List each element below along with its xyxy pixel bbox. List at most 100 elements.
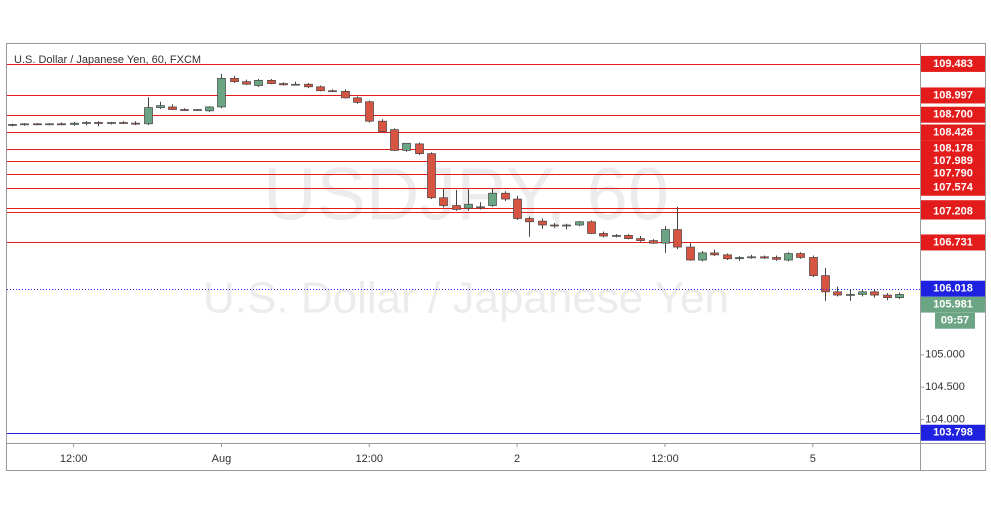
candle-body (760, 256, 769, 259)
candle-body (587, 221, 596, 234)
candle-body (821, 275, 830, 293)
candle-body (673, 229, 682, 248)
candle-body (772, 257, 781, 260)
level-label: 108.700 (933, 109, 973, 121)
level-label: 109.483 (933, 58, 973, 70)
candle-body (833, 291, 842, 296)
level-label: 108.426 (933, 126, 973, 138)
candle-body (390, 129, 399, 151)
candle-body (661, 229, 670, 244)
level-label: 107.574 (933, 182, 974, 194)
candle-body (353, 97, 362, 103)
y-tick-label: 104.500 (925, 381, 965, 393)
candle-body (94, 122, 103, 124)
level-label-box (921, 55, 985, 72)
candle-body (180, 109, 189, 111)
level-label-box (921, 179, 985, 196)
y-tick-label: 104.000 (925, 414, 965, 426)
candle-body (488, 192, 497, 206)
level-label-box (921, 203, 985, 220)
blue-level-label-box (921, 280, 985, 297)
candle-body (809, 257, 818, 276)
candle-body (735, 257, 744, 260)
candle-body (291, 83, 300, 86)
candle-body (476, 206, 485, 209)
candle-body (464, 203, 473, 209)
candle-body (562, 224, 571, 227)
candle-body (599, 233, 608, 237)
candle-body (242, 81, 251, 85)
watermark: USDJPY, 60 (263, 153, 669, 236)
candle-body (636, 238, 645, 241)
candle-body (33, 123, 42, 126)
frame (6, 43, 986, 471)
x-tick-label: 12:00 (651, 453, 679, 465)
candle-body (723, 254, 732, 260)
candle-body (230, 78, 239, 82)
candle-body (525, 218, 534, 223)
level-label: 108.178 (933, 142, 973, 154)
candle-body (870, 291, 879, 296)
candle-body (20, 123, 29, 126)
level-label-box (921, 165, 985, 182)
candle-body (624, 235, 633, 239)
level-label: 107.790 (933, 168, 973, 180)
candle-body (538, 220, 547, 226)
level-label-box (921, 106, 985, 123)
candle-body (119, 122, 128, 124)
x-tick-label: 12:00 (356, 453, 384, 465)
candle-body (415, 143, 424, 154)
candle-body (513, 198, 522, 219)
candle-body (45, 123, 54, 126)
candle-body (8, 124, 17, 126)
candle-body (156, 105, 165, 108)
candle-body (304, 83, 313, 88)
candle-body (612, 235, 621, 237)
last-price-label-box (921, 296, 985, 313)
blue-level-label: 103.798 (933, 427, 973, 439)
candle-body (365, 101, 374, 122)
x-tick-label: 2 (514, 453, 520, 465)
x-tick-label: 5 (810, 453, 816, 465)
candle-body (168, 106, 177, 110)
candle-body (131, 122, 140, 125)
x-tick-label: 12:00 (60, 453, 88, 465)
candle-body (686, 246, 695, 261)
candle-body (895, 294, 904, 299)
candle-body (144, 107, 153, 125)
last-price-label: 105.981 (933, 299, 973, 311)
candle-body (193, 109, 202, 111)
blue-level-label-box (921, 424, 985, 441)
x-tick-label: Aug (212, 453, 232, 465)
level-label: 108.997 (933, 89, 973, 101)
candle-body (452, 205, 461, 210)
candle-body (439, 197, 448, 206)
candle-body (501, 192, 510, 200)
candle-body (649, 240, 658, 244)
level-label: 106.731 (933, 236, 973, 248)
candle-body (858, 291, 867, 295)
candle-body (402, 142, 411, 151)
candle-body (710, 252, 719, 256)
candle-body (796, 253, 805, 258)
level-label: 107.208 (933, 205, 973, 217)
candle-body (328, 90, 337, 93)
candle-body (217, 78, 226, 108)
candle-body (316, 86, 325, 92)
candle-body (279, 83, 288, 86)
candle-body (575, 221, 584, 226)
level-label-box (921, 234, 985, 251)
candle-body (883, 294, 892, 299)
level-label-box (921, 152, 985, 169)
candle-body (698, 252, 707, 261)
level-label-box (921, 140, 985, 157)
chart-title: U.S. Dollar / Japanese Yen, 60, FXCM (14, 54, 201, 66)
level-label: 107.989 (933, 155, 973, 167)
candle-body (70, 122, 79, 125)
candle-body (82, 122, 91, 124)
candle-body (205, 106, 214, 112)
level-label-box (921, 124, 985, 141)
y-tick-label: 105.000 (925, 349, 965, 361)
